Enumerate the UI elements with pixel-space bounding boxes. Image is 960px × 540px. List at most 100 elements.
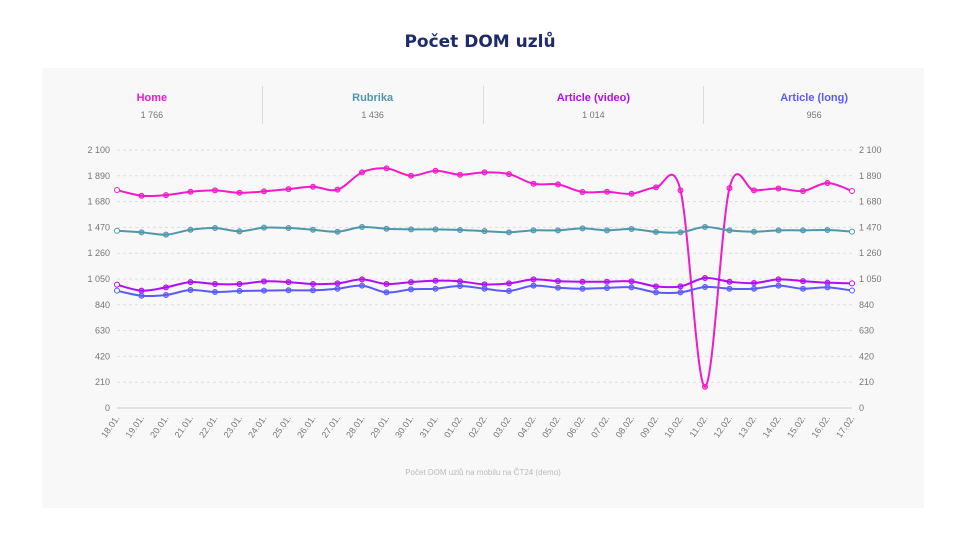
data-point-article-video (726, 278, 733, 285)
data-point-home (138, 192, 145, 199)
data-point-article-video (628, 278, 635, 285)
x-tick-label: 14.02. (761, 413, 784, 439)
y-tick-label-right: 630 (859, 326, 874, 336)
x-tick-label: 28.01. (344, 413, 367, 439)
chart-title: Počet DOM uzlů (404, 32, 556, 52)
data-point-article-video (751, 280, 757, 287)
data-point-article-long (751, 285, 757, 292)
data-point-article-video (334, 280, 341, 287)
data-point-home (530, 180, 537, 187)
series-value: 1 766 (140, 110, 164, 120)
x-tick-label: 31.01. (418, 413, 441, 439)
data-point-home (800, 188, 806, 195)
x-tick-label: 03.02. (491, 413, 514, 439)
data-point-rubrika (457, 226, 463, 233)
data-point-home (751, 187, 757, 194)
data-point-home (677, 187, 684, 194)
data-point-home (383, 165, 390, 172)
data-point-article-video (408, 279, 414, 286)
x-tick-label: 07.02. (589, 413, 612, 439)
x-tick-label: 01.02. (442, 413, 465, 439)
data-point-article-video (138, 287, 145, 294)
data-point-article-long (236, 288, 243, 295)
data-point-article-long (604, 284, 610, 291)
x-tick-label: 24.01. (246, 413, 269, 439)
data-point-rubrika (653, 228, 659, 235)
data-point-article-video (187, 279, 194, 286)
data-point-article-video (530, 276, 537, 283)
data-point-rubrika (114, 227, 120, 234)
data-point-home (849, 188, 855, 195)
series-value: 1 014 (582, 110, 605, 120)
data-point-home (285, 186, 292, 193)
data-point-article-long (849, 287, 855, 294)
data-point-home (187, 188, 194, 195)
data-point-home (212, 187, 218, 194)
data-point-rubrika (310, 226, 316, 233)
chart-panel: Home 1 766 Rubrika 1 436 Article (video)… (42, 68, 924, 508)
data-point-article-video (604, 278, 610, 285)
data-point-home (555, 181, 561, 188)
y-tick-label-right: 210 (859, 377, 874, 387)
data-point-rubrika (849, 228, 855, 235)
data-point-article-video (310, 281, 316, 288)
data-point-article-long (824, 284, 831, 291)
data-point-article-video (285, 279, 292, 286)
data-point-article-video (506, 280, 512, 287)
data-point-home (481, 169, 488, 176)
y-tick-label-left: 420 (95, 351, 110, 361)
data-point-article-video (849, 280, 855, 287)
data-point-article-long (628, 284, 635, 291)
data-point-rubrika (628, 225, 635, 232)
data-point-rubrika (285, 225, 292, 232)
data-point-article-video (432, 277, 439, 284)
data-point-rubrika (530, 227, 537, 234)
data-point-rubrika (506, 229, 512, 236)
summary-home[interactable]: Home 1 766 (42, 86, 262, 124)
data-point-article-long (383, 289, 390, 296)
x-tick-label: 25.01. (271, 413, 294, 439)
data-point-article-long (457, 283, 463, 290)
data-point-home (702, 383, 708, 390)
data-point-rubrika (187, 226, 194, 233)
x-tick-label: 06.02. (565, 413, 588, 439)
series-name: Rubrika (352, 92, 394, 104)
series-summary: Home 1 766 Rubrika 1 436 Article (video)… (42, 86, 924, 124)
summary-article-long[interactable]: Article (long) 956 (703, 86, 924, 124)
x-tick-label: 30.01. (393, 413, 416, 439)
x-tick-label: 29.01. (369, 413, 392, 439)
series-name: Article (long) (780, 92, 849, 104)
data-point-rubrika (702, 224, 708, 231)
x-tick-label: 13.02. (736, 413, 759, 439)
x-tick-label: 11.02. (687, 413, 709, 439)
data-point-article-video (702, 275, 708, 282)
y-tick-label-left: 0 (105, 403, 110, 413)
chart-caption: Počet DOM uzlů na mobilu na ČT24 (demo) (405, 468, 561, 477)
data-point-rubrika (555, 227, 561, 234)
x-tick-label: 10.02. (663, 413, 686, 439)
y-tick-label-left: 1 050 (87, 274, 110, 284)
data-point-article-long (555, 284, 561, 291)
data-point-rubrika (408, 226, 414, 233)
data-point-home (310, 183, 316, 190)
data-point-article-long (702, 283, 708, 290)
summary-article-video[interactable]: Article (video) 1 014 (482, 86, 704, 124)
data-point-article-video (677, 283, 684, 290)
data-point-article-long (163, 291, 169, 298)
y-tick-label-right: 1 260 (859, 248, 882, 258)
x-tick-label: 04.02. (516, 413, 539, 439)
data-point-rubrika (604, 227, 610, 234)
data-point-rubrika (579, 225, 586, 232)
data-point-rubrika (800, 227, 806, 234)
data-point-rubrika (212, 225, 218, 232)
data-point-article-long (432, 285, 439, 292)
summary-rubrika[interactable]: Rubrika 1 436 (261, 86, 483, 124)
data-point-article-long (359, 282, 365, 289)
y-tick-label-left: 1 470 (87, 222, 110, 232)
data-point-home (236, 189, 243, 196)
data-point-article-long (285, 287, 292, 294)
x-tick-label: 02.02. (467, 413, 490, 439)
data-point-article-video (800, 278, 806, 285)
data-point-home (114, 187, 120, 194)
y-tick-label-right: 1 470 (859, 222, 882, 232)
